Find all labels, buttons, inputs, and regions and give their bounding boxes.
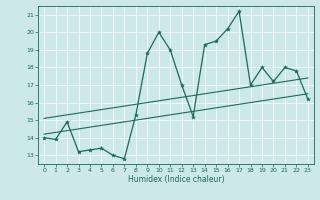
X-axis label: Humidex (Indice chaleur): Humidex (Indice chaleur): [128, 175, 224, 184]
